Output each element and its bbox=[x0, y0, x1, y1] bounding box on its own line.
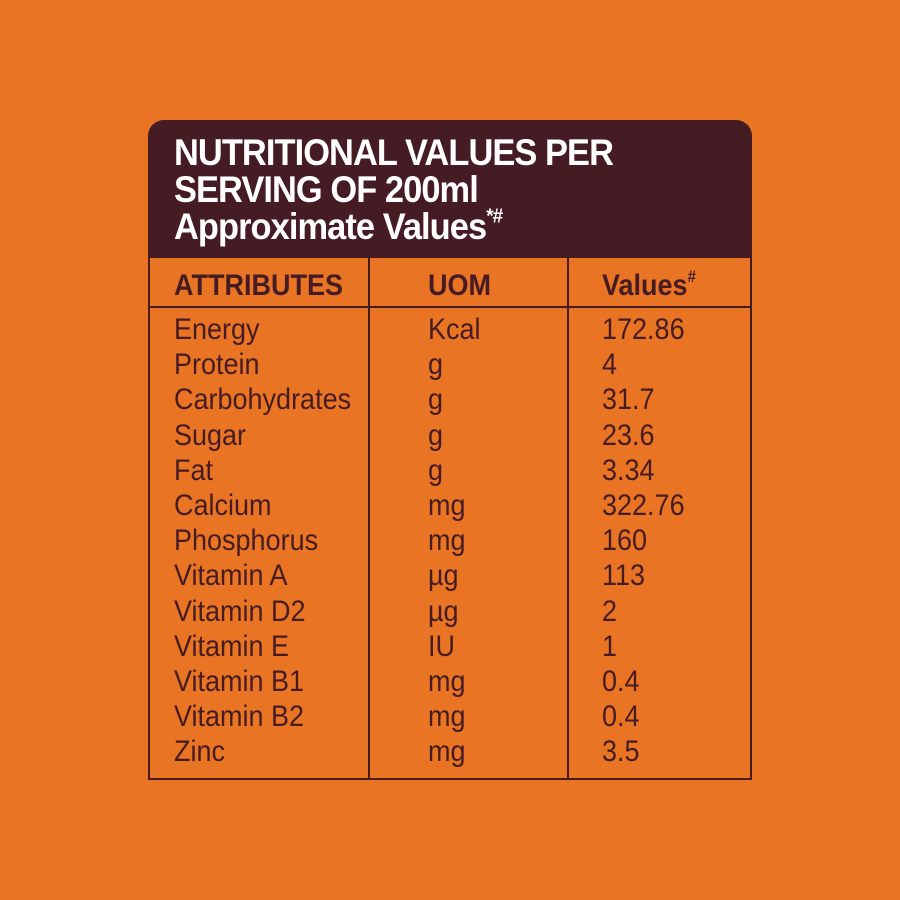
uom-cell: IU bbox=[428, 629, 455, 663]
attribute-cell: Vitamin E bbox=[174, 629, 290, 663]
uom-cell: g bbox=[428, 383, 444, 417]
column-header-values: Values# bbox=[602, 267, 696, 302]
table-row: Vitamin B1 mg 0.4 bbox=[150, 664, 750, 699]
uom-cell: mg bbox=[428, 735, 466, 769]
attribute-cell: Vitamin A bbox=[174, 559, 288, 593]
value-cell: 3.34 bbox=[602, 453, 655, 487]
uom-cell: µg bbox=[428, 559, 459, 593]
header-row-divider bbox=[150, 306, 750, 308]
attribute-cell: Energy bbox=[174, 313, 260, 346]
value-cell: 23.6 bbox=[602, 418, 655, 452]
table-row: Protein g 4 bbox=[150, 347, 750, 382]
nutrition-rows: Energy Kcal 172.86 Protein g 4 Carbohydrates g 3… bbox=[150, 312, 750, 769]
uom-cell: mg bbox=[428, 664, 466, 698]
value-cell: 172.86 bbox=[602, 313, 685, 346]
value-cell: 31.7 bbox=[602, 383, 655, 417]
table-row: Zinc mg 3.5 bbox=[150, 734, 750, 769]
table-row: Energy Kcal 172.86 bbox=[150, 312, 750, 347]
attribute-cell: Vitamin B2 bbox=[174, 700, 305, 734]
attribute-cell: Vitamin B1 bbox=[174, 664, 305, 698]
attribute-cell: Calcium bbox=[174, 488, 272, 522]
uom-cell: mg bbox=[428, 700, 466, 734]
table-row: Calcium mg 322.76 bbox=[150, 488, 750, 523]
attribute-cell: Fat bbox=[174, 453, 214, 487]
table-row: Vitamin B2 mg 0.4 bbox=[150, 699, 750, 734]
uom-cell: mg bbox=[428, 524, 466, 558]
header-title-line-1: NUTRITIONAL VALUES PER bbox=[174, 132, 614, 173]
nutrition-table: ATTRIBUTES UOM Values# Energy Kcal 172.86 P… bbox=[148, 258, 752, 780]
column-header-values-text: Values bbox=[602, 269, 688, 302]
value-cell: 113 bbox=[602, 559, 646, 593]
attribute-cell: Carbohydrates bbox=[174, 383, 352, 417]
column-header-attributes: ATTRIBUTES bbox=[174, 269, 343, 302]
uom-cell: g bbox=[428, 418, 444, 452]
value-cell: 160 bbox=[602, 524, 648, 558]
uom-cell: µg bbox=[428, 594, 459, 628]
column-divider bbox=[567, 258, 569, 778]
nutrition-header: NUTRITIONAL VALUES PER SERVING OF 200ml … bbox=[148, 120, 752, 258]
value-cell: 1 bbox=[602, 629, 618, 663]
value-cell: 0.4 bbox=[602, 664, 640, 698]
uom-cell: g bbox=[428, 348, 444, 382]
uom-cell: Kcal bbox=[428, 313, 481, 346]
table-row: Fat g 3.34 bbox=[150, 453, 750, 488]
header-subtitle: Approximate Values*# bbox=[174, 205, 712, 247]
attribute-cell: Protein bbox=[174, 348, 260, 382]
attribute-cell: Sugar bbox=[174, 418, 247, 452]
table-row: Vitamin D2 µg 2 bbox=[150, 594, 750, 629]
attribute-cell: Zinc bbox=[174, 735, 226, 769]
column-header-uom: UOM bbox=[428, 269, 491, 302]
table-row: Vitamin A µg 113 bbox=[150, 558, 750, 593]
table-row: Sugar g 23.6 bbox=[150, 418, 750, 453]
value-cell: 0.4 bbox=[602, 700, 640, 734]
table-row: Phosphorus mg 160 bbox=[150, 523, 750, 558]
header-title-line-2: SERVING OF 200ml bbox=[174, 169, 479, 210]
uom-cell: g bbox=[428, 453, 444, 487]
header-subtitle-text: Approximate Values bbox=[174, 206, 487, 247]
attribute-cell: Vitamin D2 bbox=[174, 594, 306, 628]
table-row: Vitamin E IU 1 bbox=[150, 629, 750, 664]
uom-cell: mg bbox=[428, 488, 466, 522]
value-cell: 4 bbox=[602, 348, 618, 382]
value-cell: 322.76 bbox=[602, 488, 685, 522]
header-subtitle-mark: *# bbox=[486, 205, 503, 228]
value-cell: 2 bbox=[602, 594, 618, 628]
value-cell: 3.5 bbox=[602, 735, 640, 769]
column-divider bbox=[368, 258, 370, 778]
attribute-cell: Phosphorus bbox=[174, 524, 319, 558]
nutrition-panel: NUTRITIONAL VALUES PER SERVING OF 200ml … bbox=[148, 120, 752, 780]
table-row: Carbohydrates g 31.7 bbox=[150, 382, 750, 417]
column-header-values-mark: # bbox=[687, 267, 696, 286]
